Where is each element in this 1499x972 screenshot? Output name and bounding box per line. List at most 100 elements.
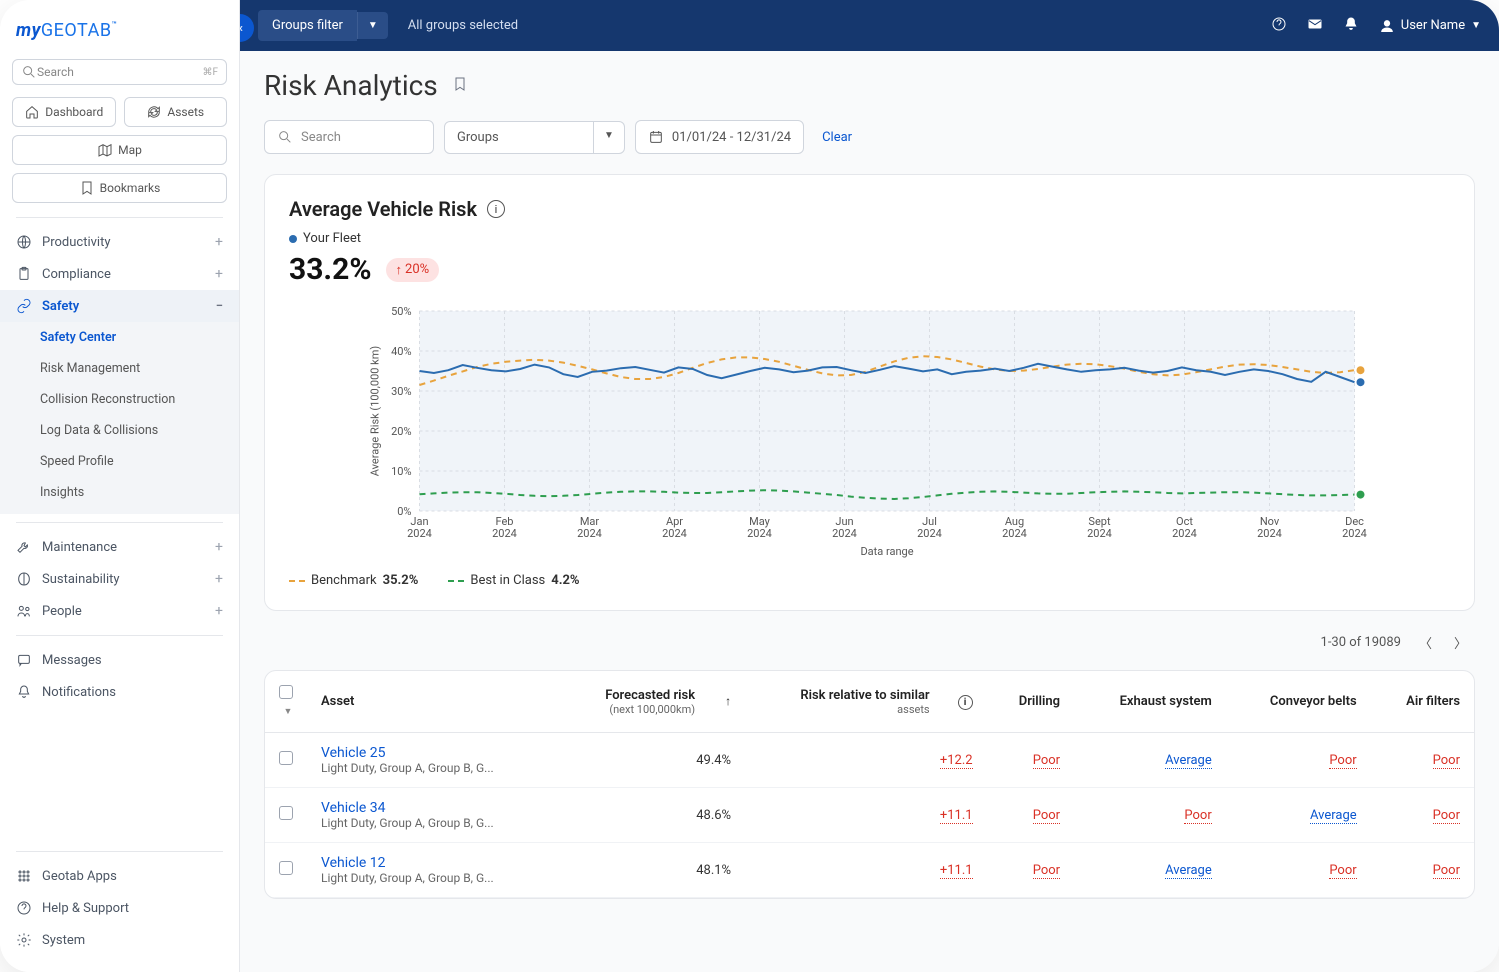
svg-text:20%: 20% — [391, 425, 411, 438]
rating-airfilters[interactable]: Poor — [1433, 863, 1460, 879]
risk-line-chart: 0%10%20%30%40%50%Jan2024Feb2024Mar2024Ap… — [289, 301, 1450, 561]
sidebar-item-compliance[interactable]: Compliance+ — [0, 258, 239, 290]
sort-forecast[interactable]: ↑ — [709, 671, 745, 733]
col-airfilters[interactable]: Air filters — [1371, 671, 1474, 733]
header-menu[interactable]: ▼ — [284, 707, 293, 717]
sidebar-item-people[interactable]: People+ — [0, 595, 239, 627]
forecast-value: 48.6% — [560, 788, 745, 843]
search-kbd: ⌘F — [202, 67, 218, 78]
sidebar-subitem-risk-management[interactable]: Risk Management — [0, 353, 239, 384]
delta-badge: ↑20% — [386, 258, 440, 282]
rating-drilling[interactable]: Poor — [1033, 753, 1060, 769]
next-page-button[interactable]: 〉 — [1450, 629, 1471, 656]
svg-text:2024: 2024 — [1257, 527, 1282, 540]
col-drilling[interactable]: Drilling — [987, 671, 1074, 733]
sidebar-subitem-collision-reconstruction[interactable]: Collision Reconstruction — [0, 384, 239, 415]
asset-subtitle: Light Duty, Group A, Group B, G... — [321, 761, 546, 775]
content-search[interactable]: Search — [264, 120, 434, 154]
date-range-picker[interactable]: 01/01/24 - 12/31/24 — [635, 120, 804, 154]
asset-link[interactable]: Vehicle 34 — [321, 800, 546, 816]
sidebar-subitem-insights[interactable]: Insights — [0, 477, 239, 508]
asset-link[interactable]: Vehicle 25 — [321, 745, 546, 761]
collapse-sidebar-button[interactable]: « — [240, 14, 254, 42]
col-asset[interactable]: Asset — [307, 671, 560, 733]
card-title: Average Vehicle Risk — [289, 197, 477, 221]
sidebar-item-notifications[interactable]: Notifications — [0, 676, 239, 708]
pagination-info: 1-30 of 19089 — [1321, 635, 1401, 650]
nav-btn-assets[interactable]: Assets — [124, 97, 228, 127]
rating-exhaust[interactable]: Average — [1165, 863, 1212, 879]
asset-subtitle: Light Duty, Group A, Group B, G... — [321, 816, 546, 830]
footer-item-system[interactable]: System — [0, 924, 239, 956]
help-icon[interactable] — [1271, 16, 1287, 36]
sidebar-subitem-safety-center[interactable]: Safety Center — [0, 322, 239, 353]
col-forecast[interactable]: Forecasted risk(next 100,000km) — [560, 671, 709, 733]
sidebar-item-messages[interactable]: Messages — [0, 644, 239, 676]
prev-page-button[interactable]: 〈 — [1415, 629, 1436, 656]
col-exhaust[interactable]: Exhaust system — [1074, 671, 1226, 733]
bookmark-icon[interactable] — [452, 76, 468, 96]
footer-item-help-&-support[interactable]: Help & Support — [0, 892, 239, 924]
chevron-down-icon: ▼ — [1471, 20, 1481, 31]
svg-text:2024: 2024 — [577, 527, 602, 540]
groups-filter-button[interactable]: Groups filter — [258, 10, 357, 41]
clear-filters-link[interactable]: Clear — [822, 130, 852, 145]
rating-conveyor[interactable]: Poor — [1329, 863, 1356, 879]
delta-value: 20% — [405, 262, 429, 277]
groups-filter-input[interactable]: Groups — [444, 121, 594, 154]
groups-dropdown-toggle[interactable]: ▼ — [594, 121, 625, 154]
rating-exhaust[interactable]: Poor — [1184, 808, 1211, 824]
relative-risk-value[interactable]: +12.2 — [940, 753, 973, 769]
svg-text:2024: 2024 — [747, 527, 772, 540]
mail-icon[interactable] — [1307, 16, 1323, 36]
legend-benchmark: Benchmark 35.2% — [289, 573, 418, 588]
col-conveyor[interactable]: Conveyor belts — [1226, 671, 1371, 733]
logo: myGEOTAB™ — [0, 10, 239, 53]
row-checkbox[interactable] — [279, 861, 293, 875]
logo-tm: ™ — [112, 20, 118, 29]
relative-risk-value[interactable]: +11.1 — [940, 808, 973, 824]
rating-drilling[interactable]: Poor — [1033, 808, 1060, 824]
rating-conveyor[interactable]: Average — [1310, 808, 1357, 824]
svg-text:Average Risk (100,000 km): Average Risk (100,000 km) — [369, 346, 382, 477]
rating-exhaust[interactable]: Average — [1165, 753, 1212, 769]
legend-your-fleet: Your Fleet — [303, 231, 361, 246]
user-menu[interactable]: User Name ▼ — [1379, 18, 1481, 34]
sidebar-item-productivity[interactable]: Productivity+ — [0, 226, 239, 258]
rating-drilling[interactable]: Poor — [1033, 863, 1060, 879]
groups-filter-dropdown[interactable]: ▼ — [357, 12, 388, 39]
legend-bestclass: Best in Class 4.2% — [448, 573, 579, 588]
svg-text:Data range: Data range — [860, 545, 913, 558]
col-relative[interactable]: Risk relative to similarassets — [745, 671, 944, 733]
nav-btn-bookmarks[interactable]: Bookmarks — [12, 173, 227, 203]
page-title: Risk Analytics — [264, 69, 438, 102]
rating-airfilters[interactable]: Poor — [1433, 753, 1460, 769]
select-all-checkbox[interactable] — [279, 685, 293, 699]
sidebar-item-sustainability[interactable]: Sustainability+ — [0, 563, 239, 595]
asset-link[interactable]: Vehicle 12 — [321, 855, 546, 871]
bell-icon[interactable] — [1343, 16, 1359, 36]
rating-airfilters[interactable]: Poor — [1433, 808, 1460, 824]
asset-subtitle: Light Duty, Group A, Group B, G... — [321, 871, 546, 885]
sidebar-item-maintenance[interactable]: Maintenance+ — [0, 531, 239, 563]
sidebar-subitem-log-data-&-collisions[interactable]: Log Data & Collisions — [0, 415, 239, 446]
col-info[interactable]: i — [944, 671, 987, 733]
info-icon[interactable]: i — [487, 200, 505, 218]
svg-text:2024: 2024 — [917, 527, 942, 540]
table-row: Vehicle 34Light Duty, Group A, Group B, … — [265, 788, 1474, 843]
forecast-value: 49.4% — [560, 733, 745, 788]
sidebar-item-safety[interactable]: Safety − — [0, 290, 239, 322]
svg-text:2024: 2024 — [407, 527, 432, 540]
rating-conveyor[interactable]: Poor — [1329, 753, 1356, 769]
nav-btn-dashboard[interactable]: Dashboard — [12, 97, 116, 127]
sidebar-search[interactable]: Search ⌘F — [12, 59, 227, 85]
forecast-value: 48.1% — [560, 843, 745, 898]
relative-risk-value[interactable]: +11.1 — [940, 863, 973, 879]
svg-text:2024: 2024 — [1172, 527, 1197, 540]
nav-btn-map[interactable]: Map — [12, 135, 227, 165]
table-row: Vehicle 12Light Duty, Group A, Group B, … — [265, 843, 1474, 898]
sidebar-subitem-speed-profile[interactable]: Speed Profile — [0, 446, 239, 477]
row-checkbox[interactable] — [279, 806, 293, 820]
row-checkbox[interactable] — [279, 751, 293, 765]
footer-item-geotab-apps[interactable]: Geotab Apps — [0, 860, 239, 892]
